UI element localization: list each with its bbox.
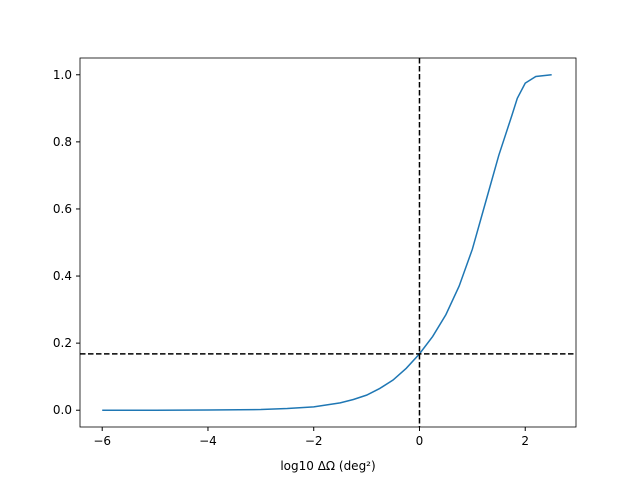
x-tick-label: 0 bbox=[416, 434, 424, 448]
x-tick-label: −2 bbox=[305, 434, 323, 448]
x-tick-label: 2 bbox=[521, 434, 529, 448]
y-tick-label: 0.8 bbox=[53, 135, 72, 149]
plot-frame bbox=[79, 57, 577, 428]
y-tick-label: 0.2 bbox=[53, 336, 72, 350]
x-tick-label: −4 bbox=[199, 434, 217, 448]
y-tick-label: 0.0 bbox=[53, 403, 72, 417]
line bbox=[102, 74, 552, 411]
y-tick-label: 1.0 bbox=[53, 68, 72, 82]
y-tick-label: 0.4 bbox=[53, 269, 72, 283]
x-axis-label: log10 ΔΩ (deg²) bbox=[280, 459, 375, 473]
x-tick-label: −6 bbox=[93, 434, 111, 448]
y-tick-label: 0.6 bbox=[53, 202, 72, 216]
